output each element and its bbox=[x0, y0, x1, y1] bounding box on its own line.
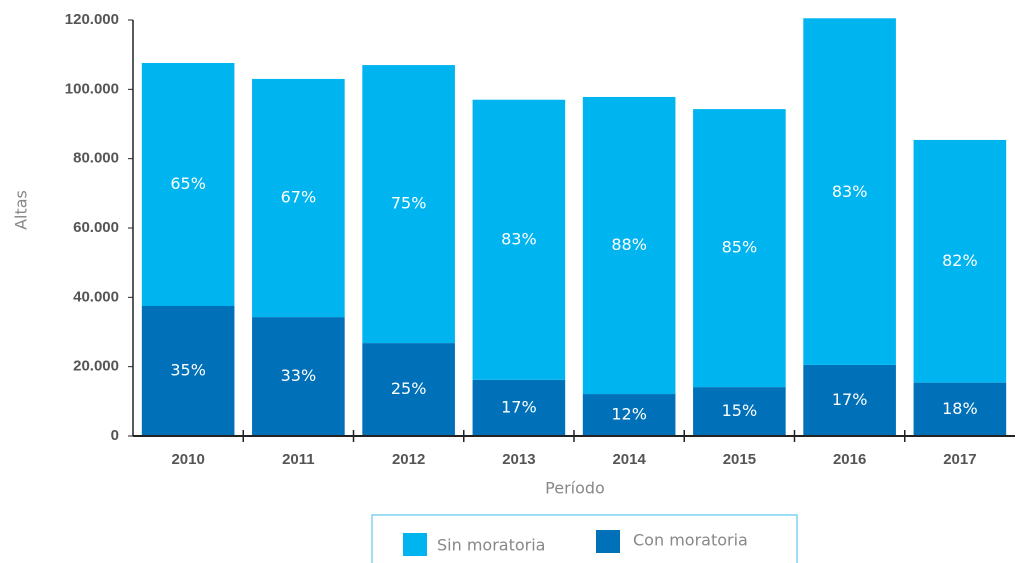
y-tick-label: 40.000 bbox=[73, 288, 119, 305]
legend-swatch bbox=[596, 530, 620, 553]
value-label: 83% bbox=[832, 182, 868, 201]
y-tick-label: 0 bbox=[111, 427, 119, 444]
bar-segment bbox=[252, 78, 345, 318]
x-tick-label: 2016 bbox=[833, 451, 866, 468]
value-label: 88% bbox=[611, 235, 647, 254]
bar-segment bbox=[803, 18, 896, 365]
bar-segment bbox=[141, 306, 235, 436]
bar-segment bbox=[913, 382, 1007, 436]
value-label: 75% bbox=[391, 194, 427, 213]
x-tick-label: 2015 bbox=[723, 451, 756, 468]
x-tick-label: 2011 bbox=[282, 451, 315, 468]
value-label: 33% bbox=[281, 366, 317, 385]
bar-segment bbox=[582, 394, 676, 436]
value-label: 35% bbox=[170, 361, 206, 380]
y-tick-label: 120.000 bbox=[65, 11, 119, 28]
value-label: 17% bbox=[501, 397, 537, 416]
value-label: 65% bbox=[170, 174, 206, 193]
value-label: 18% bbox=[942, 399, 978, 418]
value-label: 82% bbox=[942, 251, 978, 270]
legend-label: Con moratoria bbox=[633, 531, 748, 550]
x-axis-title: Período bbox=[545, 479, 605, 498]
x-tick-label: 2013 bbox=[502, 451, 535, 468]
bar-segment bbox=[582, 96, 676, 395]
plot bbox=[141, 18, 1007, 436]
legend-swatch bbox=[403, 533, 427, 556]
value-label: 25% bbox=[391, 379, 427, 398]
bar-segment bbox=[362, 343, 455, 436]
value-label: 85% bbox=[722, 238, 758, 257]
bar-segment bbox=[693, 387, 786, 436]
y-axis-title: Altas bbox=[12, 190, 31, 230]
value-label: 83% bbox=[501, 229, 537, 248]
bar-segment bbox=[252, 317, 345, 436]
x-tick-label: 2010 bbox=[171, 451, 204, 468]
bar-segment bbox=[803, 364, 896, 436]
y-tick-label: 80.000 bbox=[73, 150, 119, 167]
bar-segment bbox=[693, 109, 786, 388]
y-tick-label: 60.000 bbox=[73, 219, 119, 236]
value-label: 17% bbox=[832, 390, 868, 409]
value-label: 67% bbox=[281, 188, 317, 207]
bar-segment bbox=[472, 99, 566, 380]
bar-segment bbox=[141, 62, 235, 307]
x-tick-label: 2012 bbox=[392, 451, 425, 468]
x-tick-label: 2017 bbox=[943, 451, 976, 468]
value-label: 15% bbox=[722, 401, 758, 420]
legend-box bbox=[371, 514, 798, 563]
value-label: 12% bbox=[611, 405, 647, 424]
y-tick-label: 100.000 bbox=[65, 80, 119, 97]
legend-label: Sin moratoria bbox=[437, 536, 545, 555]
bar-segment bbox=[362, 65, 455, 344]
x-tick-label: 2014 bbox=[612, 451, 646, 468]
bar-segment bbox=[913, 139, 1007, 383]
y-tick-label: 20.000 bbox=[73, 358, 119, 375]
bar-segment bbox=[472, 379, 566, 436]
